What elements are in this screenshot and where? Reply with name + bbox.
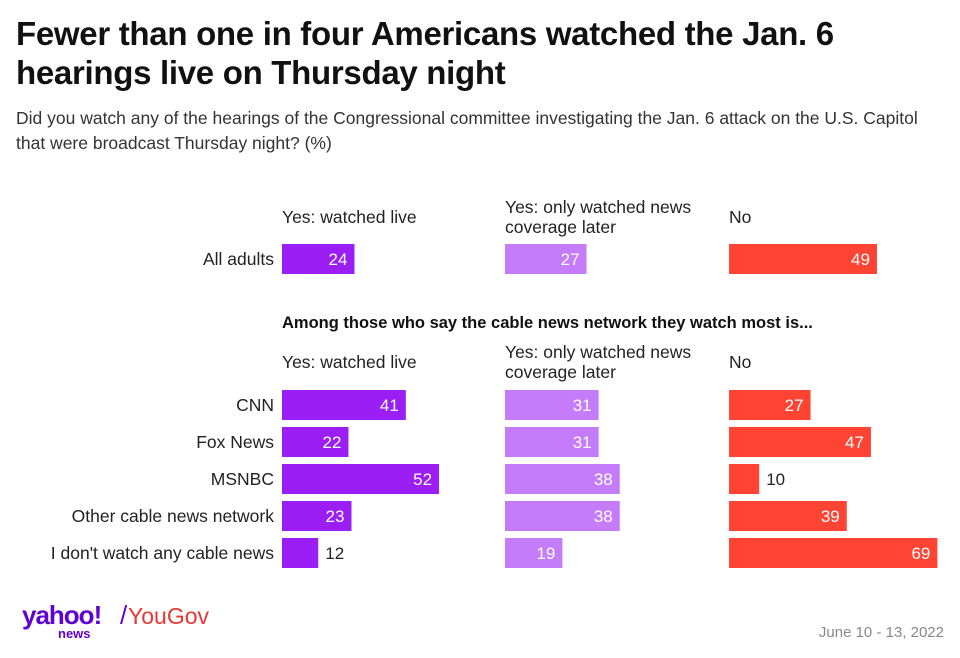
row-label: All adults	[203, 249, 274, 269]
bar-value-label: 10	[766, 470, 785, 489]
bar-value-label: 39	[821, 507, 840, 526]
col-header-later-2-line1: Yes: only watched news	[505, 342, 692, 362]
bar-value-label: 22	[323, 433, 342, 452]
bar-value-label: 31	[573, 433, 592, 452]
bar	[729, 538, 938, 568]
bar-value-label: 69	[911, 544, 930, 563]
bar	[505, 464, 620, 494]
col-header-later-line2: coverage later	[505, 217, 616, 237]
bar-value-label: 38	[594, 470, 613, 489]
news-logo-text: news	[58, 626, 91, 641]
col-header-later-line1: Yes: only watched news	[505, 197, 692, 217]
row-label: CNN	[236, 395, 274, 415]
bar-value-label: 41	[380, 396, 399, 415]
bar	[729, 390, 811, 420]
bar-value-label: 12	[325, 544, 344, 563]
bar-value-label: 38	[594, 507, 613, 526]
survey-date: June 10 - 13, 2022	[818, 624, 944, 641]
bar	[729, 501, 847, 531]
row-label: I don't watch any cable news	[51, 543, 274, 563]
bar	[505, 538, 563, 568]
bar-value-label: 27	[561, 250, 580, 269]
bar-value-label: 23	[326, 507, 345, 526]
bar-value-label: 47	[845, 433, 864, 452]
bar-value-label: 27	[785, 396, 804, 415]
bar	[282, 538, 319, 568]
section-heading: Among those who say the cable news netwo…	[282, 314, 813, 332]
col-header-later-2: Yes: only watched news coverage later	[505, 342, 691, 382]
bar	[729, 427, 871, 457]
bar	[282, 464, 440, 494]
col-header-later: Yes: only watched news coverage later	[505, 197, 691, 237]
chart-subtitle: Did you watch any of the hearings of the…	[16, 108, 918, 153]
col-header-later-2-line2: coverage later	[505, 362, 616, 382]
bar	[505, 501, 620, 531]
logo-slash: /	[120, 600, 128, 630]
chart-title: Fewer than one in four Americans watched…	[16, 15, 834, 91]
bar-value-label: 24	[329, 250, 348, 269]
bar	[505, 427, 599, 457]
yougov-logo-text: YouGov	[128, 603, 209, 629]
col-header-no-2: No	[729, 352, 752, 372]
bar	[505, 244, 587, 274]
row-label: Fox News	[196, 432, 274, 452]
bar-value-label: 49	[851, 250, 870, 269]
row-label: MSNBC	[211, 469, 274, 489]
bar	[282, 390, 406, 420]
bar	[505, 390, 599, 420]
bar-value-label: 19	[536, 544, 555, 563]
bar-value-label: 31	[573, 396, 592, 415]
bar	[729, 464, 760, 494]
bar	[282, 244, 355, 274]
bar-value-label: 52	[413, 470, 432, 489]
col-header-live: Yes: watched live	[282, 207, 417, 227]
bar-chart: All adults 24 27 49 CNN 41 31 27 Fox News 22 31 47 M…	[51, 244, 938, 568]
bar	[729, 244, 877, 274]
row-label: Other cable news network	[72, 506, 275, 526]
bar	[282, 501, 352, 531]
col-header-live-2: Yes: watched live	[282, 352, 417, 372]
bar	[282, 427, 349, 457]
col-header-no: No	[729, 207, 752, 227]
yahoo-logo-text: yahoo!	[22, 600, 102, 630]
